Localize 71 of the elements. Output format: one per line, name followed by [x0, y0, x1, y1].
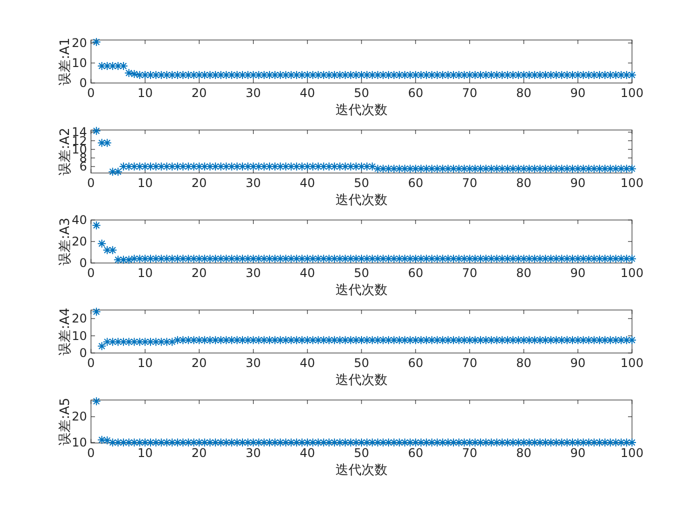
x-tick-label: 90 — [570, 176, 586, 190]
x-tick-label: 50 — [354, 266, 370, 280]
x-axis-title: 迭代次数 — [336, 193, 388, 208]
x-tick-label: 60 — [408, 176, 424, 190]
y-axis-title: 误差:A5 — [58, 398, 73, 446]
x-tick-label: 100 — [620, 446, 644, 460]
x-tick-label: 80 — [516, 266, 532, 280]
y-tick-label: 20 — [72, 410, 87, 424]
x-tick-label: 100 — [620, 86, 644, 100]
y-tick-label: 40 — [72, 213, 87, 227]
x-tick-label: 100 — [620, 266, 644, 280]
x-tick-label: 30 — [246, 356, 261, 370]
x-tick-label: 60 — [408, 266, 424, 280]
x-tick-label: 50 — [354, 86, 370, 100]
x-tick-label: 10 — [137, 266, 153, 280]
x-tick-label: 80 — [516, 86, 532, 100]
x-tick-label: 90 — [570, 446, 586, 460]
x-tick-label: 90 — [570, 266, 586, 280]
x-tick-label: 70 — [462, 446, 478, 460]
x-tick-label: 70 — [462, 356, 478, 370]
x-tick-label: 100 — [620, 356, 644, 370]
y-tick-label: 10 — [72, 435, 87, 450]
x-tick-label: 90 — [570, 356, 586, 370]
y-tick-label: 0 — [79, 256, 87, 270]
x-tick-label: 40 — [300, 176, 316, 190]
x-tick-label: 30 — [246, 176, 261, 190]
y-axis-title: 误差:A3 — [58, 218, 73, 266]
x-tick-label: 100 — [620, 176, 644, 190]
x-tick-label: 40 — [300, 86, 316, 100]
y-tick-label: 10 — [72, 56, 87, 70]
x-tick-label: 20 — [192, 266, 207, 280]
y-tick-label: 20 — [72, 312, 87, 326]
x-tick-label: 20 — [192, 86, 207, 100]
x-tick-label: 60 — [408, 86, 424, 100]
x-tick-label: 30 — [246, 446, 261, 460]
y-tick-label: 10 — [72, 328, 87, 343]
x-tick-label: 30 — [246, 266, 261, 280]
y-axis-title: 误差:A2 — [58, 128, 73, 176]
x-tick-label: 80 — [516, 176, 532, 190]
x-tick-label: 10 — [137, 446, 153, 460]
x-axis-title: 迭代次数 — [336, 463, 388, 478]
x-tick-label: 20 — [192, 446, 207, 460]
y-tick-label: 20 — [72, 234, 87, 248]
x-tick-label: 40 — [300, 356, 316, 370]
x-axis-title: 迭代次数 — [336, 283, 388, 298]
x-tick-label: 60 — [408, 356, 424, 370]
x-tick-label: 50 — [354, 356, 370, 370]
x-tick-label: 70 — [462, 86, 478, 100]
x-axis-title: 迭代次数 — [336, 373, 388, 388]
x-tick-label: 20 — [192, 176, 207, 190]
x-tick-label: 80 — [516, 356, 532, 370]
x-tick-label: 10 — [137, 176, 153, 190]
x-axis-title: 迭代次数 — [336, 103, 388, 118]
x-tick-label: 20 — [192, 356, 207, 370]
y-tick-label: 0 — [79, 346, 87, 360]
x-tick-label: 70 — [462, 176, 478, 190]
y-tick-label: 0 — [79, 76, 87, 90]
y-axis-title: 误差:A1 — [58, 38, 73, 86]
x-tick-label: 10 — [137, 356, 153, 370]
x-tick-label: 50 — [354, 176, 370, 190]
x-tick-label: 30 — [246, 86, 261, 100]
x-tick-label: 50 — [354, 446, 370, 460]
x-tick-label: 40 — [300, 446, 316, 460]
x-tick-label: 10 — [137, 86, 153, 100]
y-axis-title: 误差:A4 — [58, 308, 73, 356]
x-tick-label: 70 — [462, 266, 478, 280]
y-tick-label: 20 — [72, 36, 87, 50]
x-tick-label: 40 — [300, 266, 316, 280]
x-tick-label: 80 — [516, 446, 532, 460]
x-tick-label: 90 — [570, 86, 586, 100]
x-tick-label: 60 — [408, 446, 424, 460]
